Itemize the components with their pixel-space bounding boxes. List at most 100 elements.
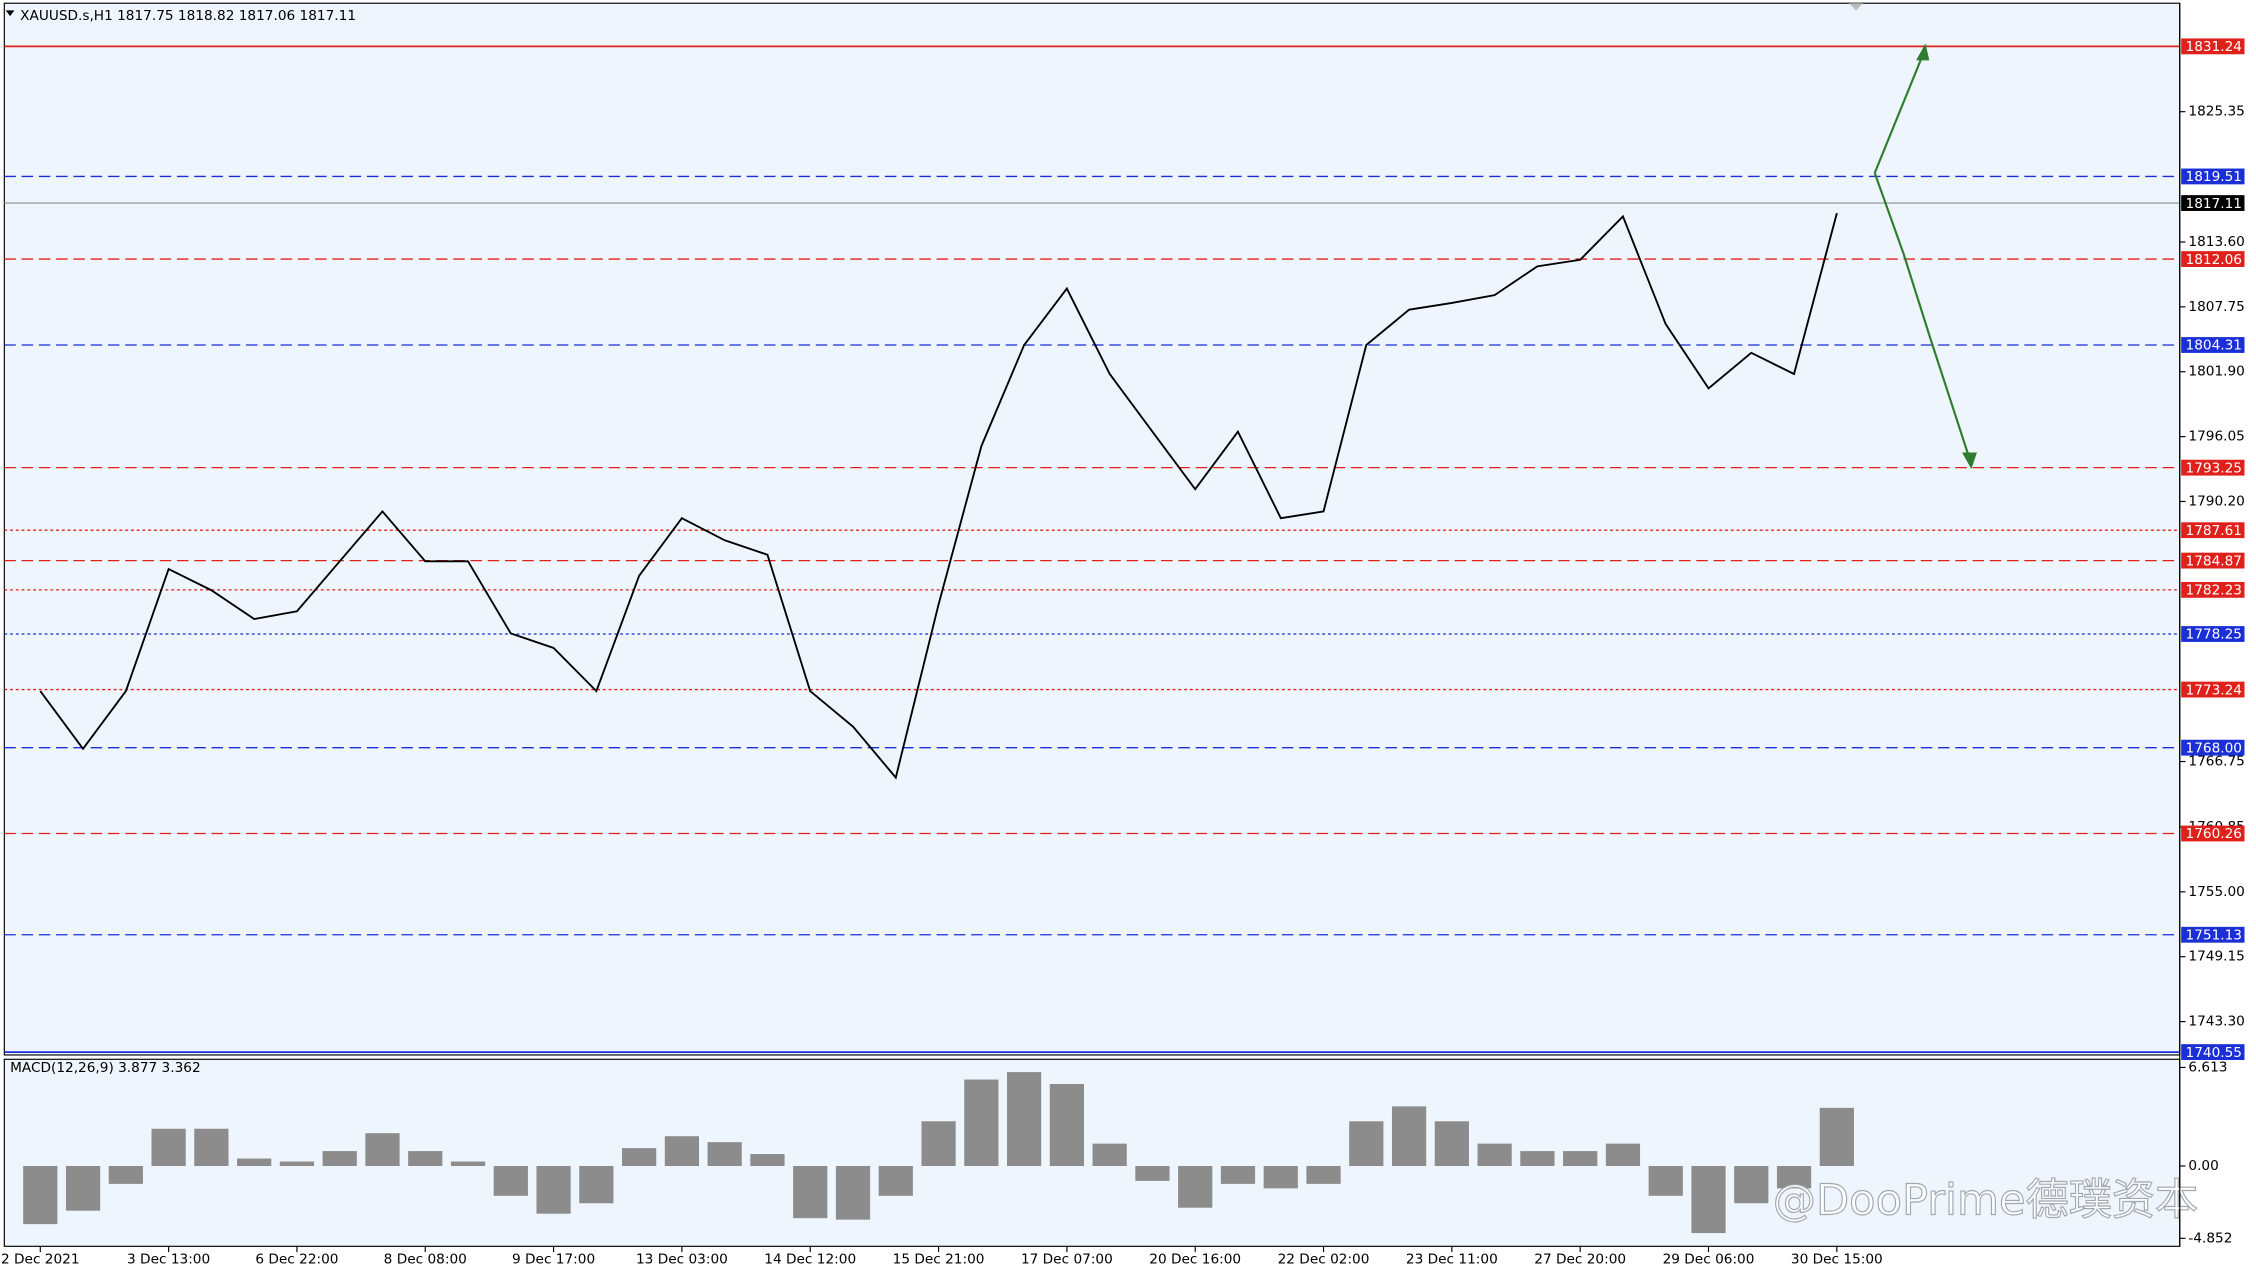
macd-bar <box>1563 1151 1598 1166</box>
macd-bar <box>1819 1107 1854 1166</box>
macd-bar <box>1349 1121 1384 1166</box>
arrow-down <box>1902 253 1932 341</box>
macd-bar <box>536 1165 571 1214</box>
macd-bar <box>750 1154 785 1166</box>
macd-bar <box>793 1165 828 1219</box>
price-level-label: 1768.00 <box>2186 740 2242 756</box>
x-tick-label: 29 Dec 06:00 <box>1663 1251 1755 1267</box>
macd-bar <box>65 1165 101 1211</box>
chart-title: XAUUSD.s,H1 1817.75 1818.82 1817.06 1817… <box>20 8 356 24</box>
price-level-tag <box>2181 38 2245 55</box>
macd-bar <box>1520 1151 1555 1166</box>
price-line <box>39 212 1838 780</box>
x-tick-label: 17 Dec 07:00 <box>1021 1251 1113 1267</box>
price-level-label: 1778.25 <box>2186 627 2242 643</box>
macd-bar <box>1477 1143 1512 1166</box>
price-level-tag <box>2181 522 2245 539</box>
macd-bar <box>194 1128 229 1166</box>
macd-bar <box>493 1165 528 1196</box>
price-level-label: 1804.31 <box>2186 338 2242 354</box>
price-level-label: 1831.24 <box>2186 39 2242 55</box>
price-level-tag <box>2181 739 2245 756</box>
price-level-tag <box>2181 337 2245 353</box>
macd-bar <box>579 1165 614 1204</box>
macd-bar <box>237 1158 272 1166</box>
macd-title: MACD(12,26,9) 3.877 3.362 <box>10 1060 201 1076</box>
macd-bar <box>1605 1143 1641 1166</box>
price-level-label: 1740.55 <box>2186 1045 2242 1061</box>
price-level-label: 1812.06 <box>2186 252 2242 268</box>
y-tick-label: 1755.00 <box>2188 884 2244 900</box>
macd-bar <box>1434 1121 1469 1166</box>
price-level-tag <box>2181 1044 2245 1060</box>
macd-bar <box>1092 1143 1127 1166</box>
price-level-tag <box>2181 825 2245 842</box>
price-level-tag <box>2181 552 2245 569</box>
x-tick-label: 9 Dec 17:00 <box>512 1251 595 1267</box>
macd-bar <box>878 1165 913 1196</box>
price-level-label: 1817.11 <box>2186 196 2242 212</box>
y-tick-label: 1790.20 <box>2188 493 2244 509</box>
x-tick-label: 20 Dec 16:00 <box>1149 1251 1241 1267</box>
price-level-tag <box>2181 581 2245 598</box>
x-tick-label: 3 Dec 13:00 <box>127 1251 210 1267</box>
arrow-up <box>1873 48 1927 174</box>
macd-bar <box>365 1133 400 1166</box>
watermark: @DooPrime德璞资本 <box>1773 1176 2198 1226</box>
price-level-tag <box>2181 459 2245 476</box>
price-level-label: 1760.26 <box>2186 826 2242 842</box>
price-level-label: 1793.25 <box>2186 460 2242 476</box>
x-tick-label: 15 Dec 21:00 <box>893 1251 985 1267</box>
x-tick-label: 22 Dec 02:00 <box>1278 1251 1370 1267</box>
macd-bar <box>450 1161 486 1166</box>
macd-bar <box>1263 1165 1298 1189</box>
price-level-tag <box>2181 926 2245 943</box>
price-level-label: 1773.24 <box>2186 682 2242 698</box>
x-tick-label: 13 Dec 03:00 <box>636 1251 728 1267</box>
price-level-label: 1751.13 <box>2186 927 2242 943</box>
macd-bar <box>1734 1165 1769 1204</box>
macd-bar <box>151 1128 186 1166</box>
x-tick-label: 23 Dec 11:00 <box>1406 1251 1498 1267</box>
price-level-label: 1819.51 <box>2186 169 2242 185</box>
menu-icon[interactable] <box>5 10 15 17</box>
x-tick-label: 30 Dec 15:00 <box>1791 1251 1883 1267</box>
price-level-tag <box>2181 195 2245 211</box>
arrow-down <box>1929 339 1973 464</box>
y-tick-label: 1743.30 <box>2188 1014 2244 1030</box>
macd-bar <box>921 1121 956 1166</box>
macd-bar <box>23 1165 58 1225</box>
macd-bar <box>1049 1084 1084 1166</box>
macd-bar <box>1135 1165 1170 1181</box>
price-level-tag <box>2181 681 2245 698</box>
macd-bar <box>1391 1106 1427 1166</box>
macd-bar <box>322 1151 357 1166</box>
macd-bar <box>1776 1165 1812 1189</box>
shift-marker <box>1848 3 1864 11</box>
macd-bar <box>108 1165 143 1184</box>
macd-bar <box>622 1148 657 1166</box>
macd-y-tick-label: 0.00 <box>2188 1158 2218 1174</box>
y-tick-label: 1801.90 <box>2188 364 2244 380</box>
price-level-tag <box>2181 626 2245 642</box>
x-tick-label: 8 Dec 08:00 <box>384 1251 467 1267</box>
macd-bar <box>1006 1072 1042 1166</box>
price-level-tag <box>2181 251 2245 267</box>
macd-y-tick-label: 6.613 <box>2188 1059 2227 1075</box>
macd-bar <box>1691 1165 1726 1234</box>
arrow-head <box>1916 43 1930 61</box>
price-level-label: 1782.23 <box>2186 583 2242 599</box>
forecast-arrows <box>1873 43 1977 470</box>
y-tick-label: 1796.05 <box>2188 429 2244 445</box>
arrow-head <box>1962 452 1977 470</box>
arrow-down <box>1873 172 1905 254</box>
y-tick-label: 1813.60 <box>2188 234 2244 250</box>
price-level-tag <box>2181 168 2245 185</box>
y-tick-label: 1749.15 <box>2188 949 2244 965</box>
macd-bar <box>1648 1165 1683 1196</box>
y-tick-label: 1807.75 <box>2188 299 2244 315</box>
macd-bar <box>279 1161 315 1166</box>
y-tick-label: 1825.35 <box>2188 104 2244 120</box>
price-level-label: 1787.61 <box>2186 523 2242 539</box>
